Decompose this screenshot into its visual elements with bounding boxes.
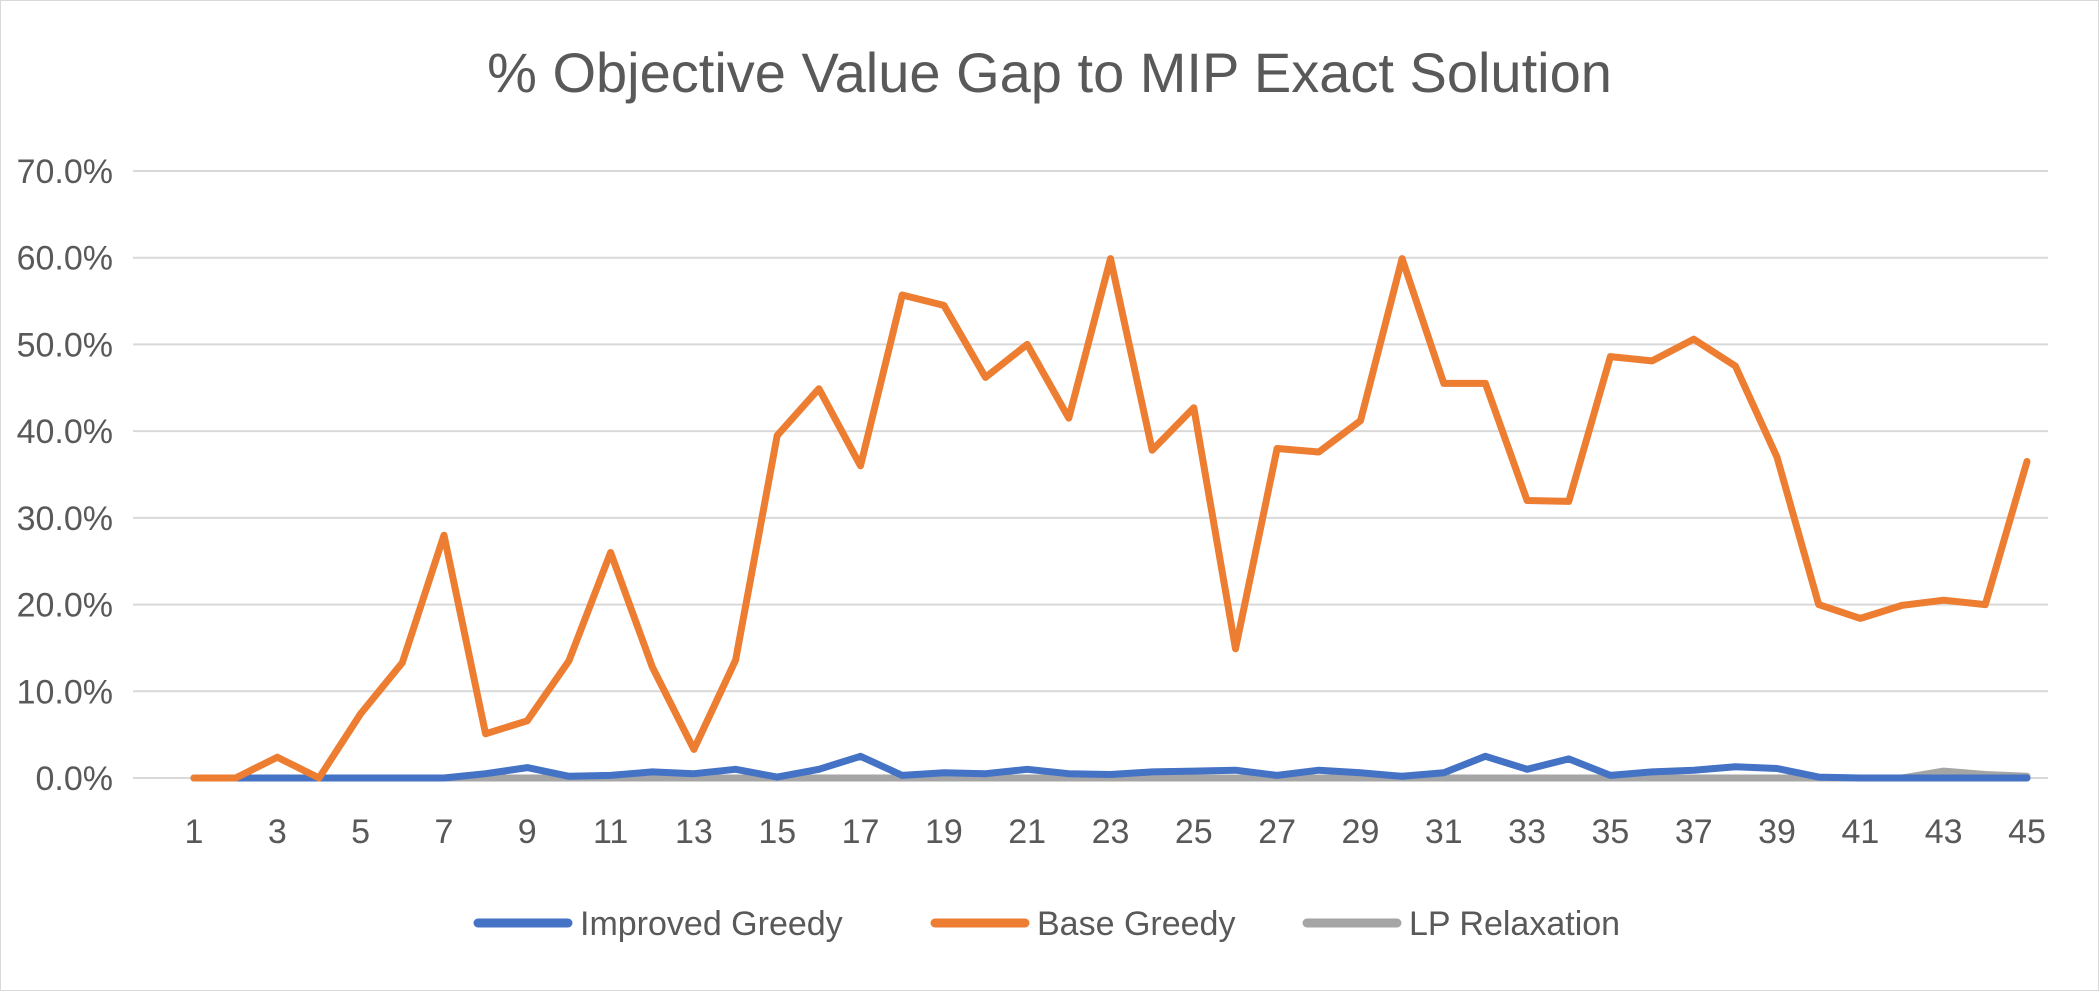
x-tick-label: 19: [925, 813, 963, 851]
series-line-improved-greedy: [190, 752, 2031, 782]
x-tick-label: 13: [675, 813, 713, 851]
x-tick-label: 5: [351, 813, 370, 851]
legend: Improved Greedy Base Greedy LP Relaxation: [473, 905, 1620, 943]
x-tick-label: 37: [1675, 813, 1713, 851]
y-tick-label: 60.0%: [17, 240, 113, 278]
x-axis-tick-labels: 1 3 5 7 9 11 13 15 17 19 21 23 25 27 29 31 33 35 37 39 41 43 4…: [185, 813, 2046, 851]
series-line-lp-relaxation: [190, 767, 2031, 782]
x-tick-label: 21: [1008, 813, 1046, 851]
series-lines: [190, 255, 2031, 782]
x-tick-label: 1: [185, 813, 204, 851]
x-tick-label: 3: [268, 813, 287, 851]
y-tick-label: 0.0%: [36, 760, 114, 798]
x-tick-label: 23: [1092, 813, 1130, 851]
x-tick-label: 43: [1925, 813, 1963, 851]
x-tick-label: 9: [518, 813, 537, 851]
x-tick-label: 41: [1841, 813, 1879, 851]
x-tick-label: 29: [1342, 813, 1380, 851]
y-tick-label: 30.0%: [17, 500, 113, 538]
series-line-base-greedy: [190, 255, 2031, 782]
x-tick-label: 15: [758, 813, 796, 851]
x-tick-label: 27: [1258, 813, 1296, 851]
legend-label: Improved Greedy: [580, 905, 843, 943]
legend-label: LP Relaxation: [1409, 905, 1620, 943]
x-tick-label: 33: [1508, 813, 1546, 851]
x-tick-label: 17: [842, 813, 880, 851]
y-tick-label: 20.0%: [17, 587, 113, 625]
y-tick-label: 10.0%: [17, 673, 113, 711]
x-tick-label: 35: [1591, 813, 1629, 851]
legend-label: Base Greedy: [1037, 905, 1235, 943]
y-tick-label: 40.0%: [17, 413, 113, 451]
x-tick-label: 45: [2008, 813, 2046, 851]
y-tick-label: 70.0%: [17, 153, 113, 191]
x-tick-label: 25: [1175, 813, 1213, 851]
x-tick-label: 7: [434, 813, 453, 851]
gridlines: [133, 170, 2048, 779]
chart-title: % Objective Value Gap to MIP Exact Solut…: [487, 41, 1612, 104]
x-tick-label: 11: [593, 813, 628, 851]
y-tick-label: 50.0%: [17, 326, 113, 364]
x-tick-label: 31: [1425, 813, 1463, 851]
x-tick-label: 39: [1758, 813, 1796, 851]
y-axis-tick-labels: 0.0% 10.0% 20.0% 30.0% 40.0% 50.0% 60.0% 70.0%: [17, 153, 113, 798]
